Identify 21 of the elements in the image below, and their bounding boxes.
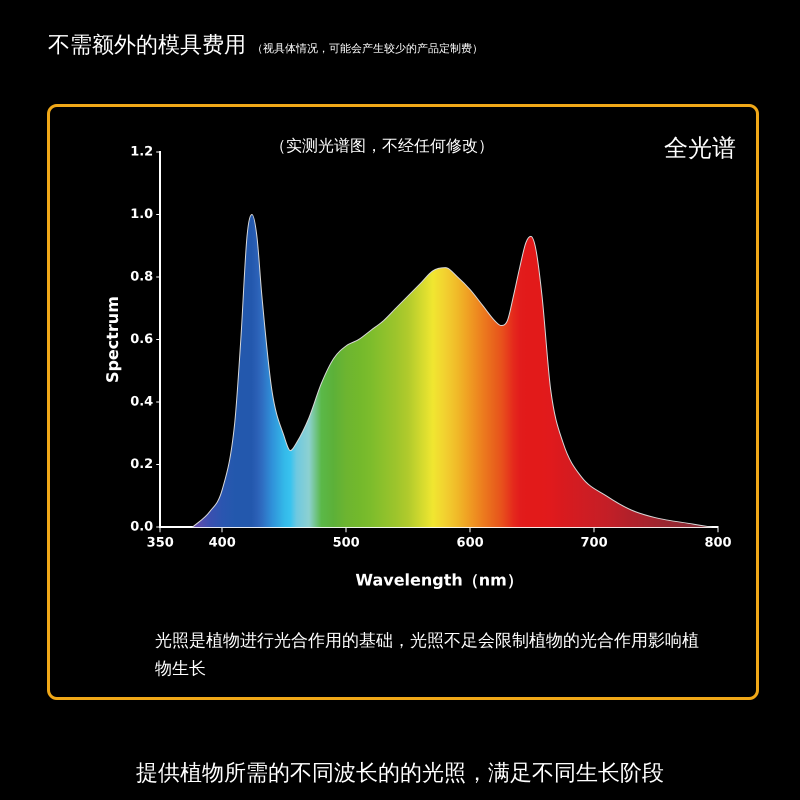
y-tick-label: 0.2 [130, 457, 154, 472]
y-tick-label: 0.4 [130, 394, 154, 410]
x-tick-label: 600 [456, 535, 484, 550]
annotation: 全光谱 [664, 133, 736, 164]
y-tick-label: 0.0 [130, 520, 154, 535]
chart-subtitle: （视具体情况，可能会产生较少的产品定制费） [252, 42, 483, 55]
x-axis-title: Wavelength（nm） [355, 570, 523, 590]
x-tick-label: 350 [146, 535, 174, 550]
x-tick-label: 400 [208, 535, 236, 550]
x-tick-label: 800 [704, 535, 732, 550]
y-axis-title: Spectrum [102, 296, 122, 384]
text: 光照是植物进行光合作用的基础，光照不足会限制植物的光合作用影响植物生长 [155, 630, 700, 681]
y-tick-label: 1.0 [130, 206, 154, 222]
y-tick-label: 1.2 [130, 144, 154, 160]
chart-title: 不需额外的模具费用 [48, 33, 246, 58]
annotation: （实测光谱图，不经任何修改） [270, 136, 494, 157]
text: 提供植物所需的不同波长的的光照，满足不同生长阶段 [135, 760, 665, 788]
x-tick-label: 500 [332, 535, 360, 550]
y-tick-label: 0.8 [130, 269, 154, 284]
y-tick-label: 0.6 [130, 332, 154, 347]
x-tick-label: 700 [580, 535, 608, 550]
